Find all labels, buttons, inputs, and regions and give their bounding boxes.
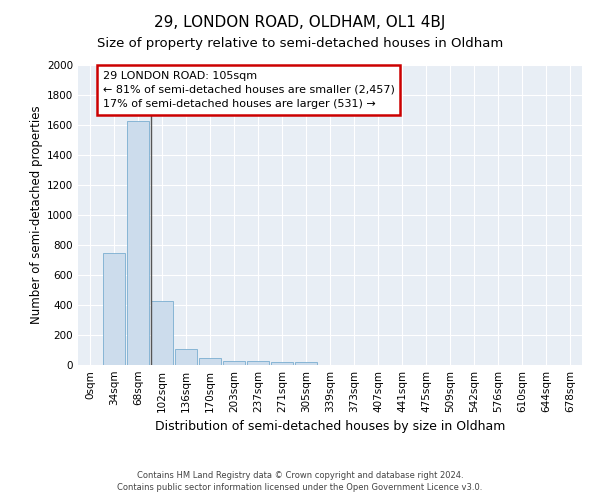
Bar xyxy=(247,361,269,365)
Bar xyxy=(151,300,173,365)
Text: Contains HM Land Registry data © Crown copyright and database right 2024.
Contai: Contains HM Land Registry data © Crown c… xyxy=(118,471,482,492)
X-axis label: Distribution of semi-detached houses by size in Oldham: Distribution of semi-detached houses by … xyxy=(155,420,505,434)
Bar xyxy=(103,252,125,365)
Bar xyxy=(223,360,245,365)
Y-axis label: Number of semi-detached properties: Number of semi-detached properties xyxy=(30,106,43,324)
Text: 29, LONDON ROAD, OLDHAM, OL1 4BJ: 29, LONDON ROAD, OLDHAM, OL1 4BJ xyxy=(154,15,446,30)
Bar xyxy=(271,362,293,365)
Bar xyxy=(199,358,221,365)
Bar xyxy=(295,362,317,365)
Text: 29 LONDON ROAD: 105sqm
← 81% of semi-detached houses are smaller (2,457)
17% of : 29 LONDON ROAD: 105sqm ← 81% of semi-det… xyxy=(103,71,395,109)
Bar xyxy=(127,120,149,365)
Bar xyxy=(175,349,197,365)
Text: Size of property relative to semi-detached houses in Oldham: Size of property relative to semi-detach… xyxy=(97,38,503,51)
